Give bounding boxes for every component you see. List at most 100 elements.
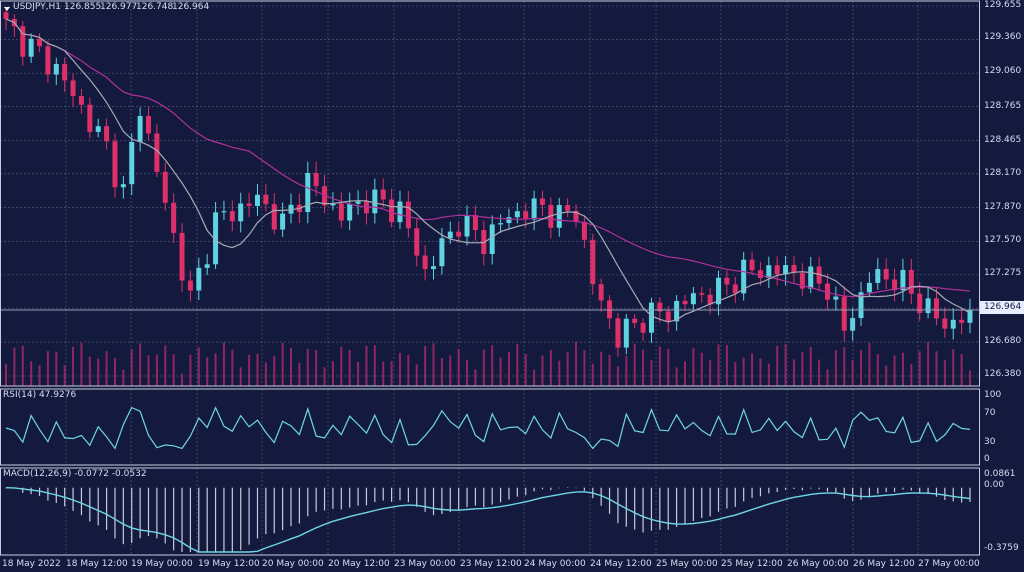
volume-bar bbox=[960, 353, 963, 386]
volume-bar bbox=[181, 373, 184, 386]
volume-bar bbox=[784, 344, 787, 386]
macd-histogram-bar bbox=[206, 487, 208, 552]
candle-body bbox=[900, 269, 906, 291]
time-tick: 19 May 00:00 bbox=[131, 559, 193, 569]
candle-body bbox=[129, 142, 135, 185]
volume-bar bbox=[256, 353, 259, 386]
volume-bar bbox=[952, 348, 955, 386]
candle-body bbox=[213, 212, 219, 265]
volume-bar bbox=[13, 347, 16, 386]
macd-histogram-bar bbox=[432, 487, 435, 516]
macd-histogram-bar bbox=[525, 487, 527, 496]
candle-body bbox=[137, 116, 143, 143]
macd-histogram-bar bbox=[541, 487, 544, 490]
volume-bar bbox=[558, 360, 561, 386]
candle-body bbox=[414, 228, 420, 256]
volume-bar bbox=[424, 346, 427, 386]
volume-bar bbox=[457, 348, 460, 386]
macd-histogram-bar bbox=[181, 487, 183, 552]
volume-bar bbox=[575, 342, 578, 386]
candle-body bbox=[573, 210, 579, 222]
macd-histogram-bar bbox=[919, 487, 921, 494]
volume-bar bbox=[323, 367, 326, 386]
volume-bar bbox=[717, 344, 720, 386]
price-tick: 127.570 bbox=[984, 235, 1022, 245]
volume-bar bbox=[910, 364, 913, 386]
macd-histogram-bar bbox=[944, 487, 946, 500]
candle-body bbox=[238, 203, 244, 222]
volume-bar bbox=[734, 362, 737, 386]
macd-histogram-bar bbox=[935, 487, 938, 497]
macd-tick: 0.00 bbox=[984, 480, 1005, 490]
candle-body bbox=[70, 80, 76, 97]
volume-bar bbox=[147, 355, 150, 386]
candle-body bbox=[850, 318, 856, 331]
volume-bar bbox=[373, 345, 376, 386]
volume-bar bbox=[348, 349, 351, 386]
candle-body bbox=[87, 104, 93, 132]
volume-bar bbox=[130, 349, 133, 386]
macd-histogram-bar bbox=[22, 487, 24, 493]
volume-bar bbox=[331, 361, 334, 386]
candle-body bbox=[313, 172, 319, 187]
volume-bar bbox=[851, 360, 854, 386]
volume-bar bbox=[189, 354, 192, 386]
macd-histogram-bar bbox=[533, 487, 535, 492]
candle-body bbox=[774, 265, 780, 275]
volume-bar bbox=[482, 349, 485, 386]
volume-bar bbox=[382, 361, 385, 386]
macd-histogram-bar bbox=[717, 487, 720, 512]
macd-histogram-bar bbox=[30, 487, 32, 495]
time-tick: 26 May 12:00 bbox=[853, 559, 915, 569]
volume-bar bbox=[742, 357, 745, 386]
macd-histogram-bar bbox=[701, 487, 703, 518]
candle-body bbox=[724, 277, 730, 285]
volume-bar bbox=[407, 354, 410, 386]
volume-bar bbox=[5, 364, 7, 386]
candle-body bbox=[766, 265, 772, 279]
volume-bar bbox=[72, 346, 75, 386]
volume-bar bbox=[516, 344, 519, 386]
macd-histogram-bar bbox=[407, 487, 409, 503]
macd-histogram-bar bbox=[156, 487, 158, 539]
candle-body bbox=[841, 296, 847, 331]
volume-bar bbox=[46, 351, 49, 386]
symbol-title: USDJPY,H1 bbox=[13, 2, 61, 12]
macd-signal-line bbox=[5, 487, 971, 553]
panel-frames bbox=[0, 0, 980, 556]
ohlc-low: 126.748 bbox=[136, 2, 174, 12]
candle-body bbox=[372, 189, 378, 214]
volume-bar bbox=[868, 343, 871, 386]
macd-histogram-bar bbox=[391, 487, 393, 502]
macd-histogram-bar bbox=[600, 487, 602, 506]
candle-body bbox=[556, 205, 562, 228]
macd-histogram-bar bbox=[617, 487, 619, 524]
volume-bar bbox=[633, 343, 636, 386]
last-price-badge: 126.964 bbox=[980, 301, 1024, 314]
volume-bar bbox=[248, 354, 251, 386]
macd-histogram-bar bbox=[223, 487, 225, 552]
macd-histogram-bar bbox=[575, 487, 577, 489]
macd-histogram-bar bbox=[214, 487, 217, 552]
price-tick: 126.680 bbox=[984, 336, 1022, 346]
panel-frame bbox=[0, 0, 980, 387]
volume-bar bbox=[700, 352, 703, 386]
price-tick: 126.380 bbox=[984, 369, 1022, 379]
macd-histogram-bar bbox=[751, 487, 753, 499]
volume-bar bbox=[918, 351, 921, 386]
candle-body bbox=[808, 266, 814, 289]
volume-bar bbox=[390, 361, 393, 386]
volume-bar bbox=[55, 351, 58, 386]
volume-bar bbox=[231, 349, 234, 386]
rsi-tick: 30 bbox=[984, 437, 996, 447]
symbol-menu-triangle-icon[interactable] bbox=[4, 7, 10, 11]
candle-body bbox=[690, 293, 696, 305]
candle-body bbox=[858, 292, 864, 319]
candle-body bbox=[263, 194, 269, 205]
macd-histogram-bar bbox=[868, 487, 871, 498]
macd-histogram-bar bbox=[734, 487, 736, 507]
volume-bar bbox=[935, 351, 938, 386]
volume-bar bbox=[608, 354, 611, 386]
volume-bar bbox=[541, 355, 544, 386]
